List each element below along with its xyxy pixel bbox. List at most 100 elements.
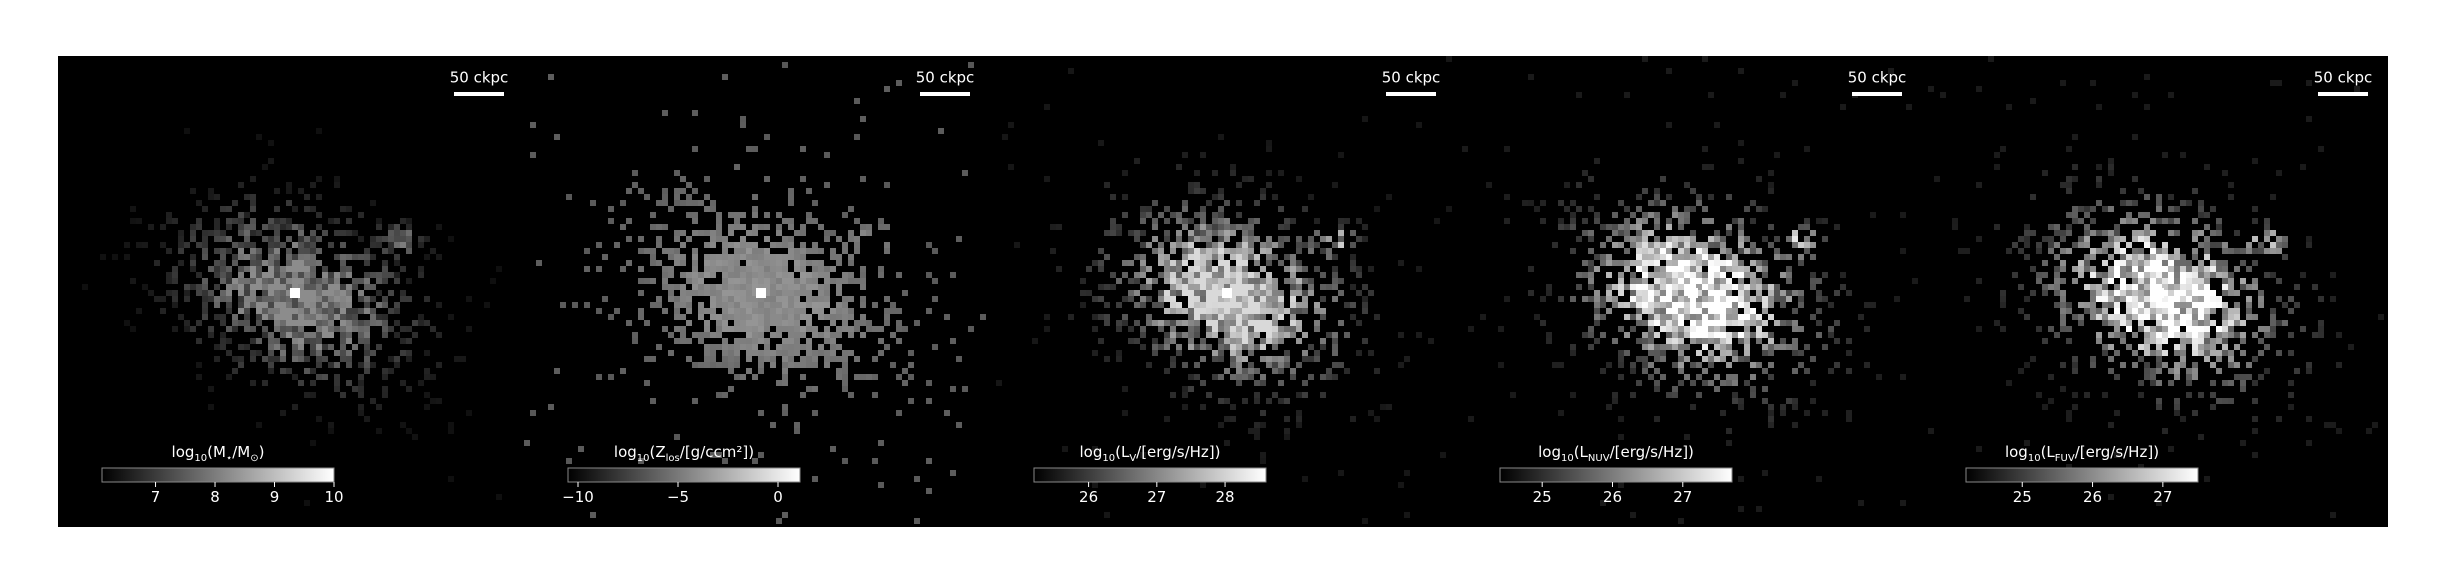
pixel — [722, 458, 728, 464]
pixel — [1636, 290, 1642, 296]
pixel — [1200, 206, 1206, 212]
pixel — [262, 164, 268, 170]
pixel — [2120, 266, 2126, 272]
pixel — [1176, 260, 1182, 266]
pixel — [364, 362, 370, 368]
pixel — [1606, 224, 1612, 230]
pixel — [304, 308, 310, 314]
pixel — [1188, 326, 1194, 332]
pixel — [794, 308, 800, 314]
pixel — [716, 362, 722, 368]
pixel — [812, 248, 818, 254]
pixel — [316, 362, 322, 368]
pixel — [1188, 332, 1194, 338]
pixel — [1642, 308, 1648, 314]
pixel — [842, 458, 848, 464]
pixel — [2150, 380, 2156, 386]
pixel — [1248, 314, 1254, 320]
pixel — [2222, 314, 2228, 320]
pixel — [2252, 260, 2258, 266]
pixel — [2216, 272, 2222, 278]
pixel — [1350, 302, 1356, 308]
pixel — [226, 284, 232, 290]
pixel — [2216, 218, 2222, 224]
pixel — [1398, 362, 1404, 368]
pixel — [680, 242, 686, 248]
label-text: (M — [207, 443, 226, 461]
pixel — [2222, 326, 2228, 332]
pixel — [716, 236, 722, 242]
pixel — [316, 224, 322, 230]
pixel — [178, 230, 184, 236]
pixel — [2132, 230, 2138, 236]
pixel — [2216, 302, 2222, 308]
pixel — [2198, 350, 2204, 356]
pixel — [1678, 338, 1684, 344]
pixel — [196, 242, 202, 248]
pixel — [2156, 326, 2162, 332]
pixel — [1056, 266, 1062, 272]
pixel — [2192, 218, 2198, 224]
pixel — [226, 302, 232, 308]
pixel — [746, 296, 752, 302]
pixel — [704, 344, 710, 350]
pixel — [220, 254, 226, 260]
pixel — [1230, 350, 1236, 356]
pixel — [310, 392, 316, 398]
pixel — [1654, 278, 1660, 284]
pixel — [1296, 410, 1302, 416]
pixel — [1708, 218, 1714, 224]
pixel — [2120, 296, 2126, 302]
pixel — [752, 320, 758, 326]
pixel — [1218, 206, 1224, 212]
pixel — [2168, 230, 2174, 236]
pixel — [202, 230, 208, 236]
pixel — [854, 278, 860, 284]
pixel — [2234, 308, 2240, 314]
pixel — [944, 410, 950, 416]
pixel — [280, 410, 286, 416]
pixel — [202, 284, 208, 290]
pixel — [1206, 344, 1212, 350]
pixel — [1732, 296, 1738, 302]
pixel — [1242, 242, 1248, 248]
pixel — [746, 326, 752, 332]
pixel — [1368, 266, 1374, 272]
pixel — [1690, 404, 1696, 410]
pixel — [2288, 296, 2294, 302]
pixel — [1786, 344, 1792, 350]
pixel — [1720, 290, 1726, 296]
pixel — [1446, 206, 1452, 212]
pixel — [1696, 248, 1702, 254]
pixel — [256, 254, 262, 260]
pixel — [226, 248, 232, 254]
pixel — [2060, 296, 2066, 302]
pixel — [214, 230, 220, 236]
pixel — [806, 320, 812, 326]
pixel — [674, 188, 680, 194]
pixel — [524, 440, 530, 446]
pixel — [1194, 296, 1200, 302]
pixel — [286, 224, 292, 230]
pixel — [788, 314, 794, 320]
pixel — [328, 314, 334, 320]
pixel — [1696, 194, 1702, 200]
pixel — [1008, 122, 1014, 128]
pixel — [1194, 362, 1200, 368]
pixel — [1660, 374, 1666, 380]
pixel — [1146, 284, 1152, 290]
pixel — [2222, 398, 2228, 404]
pixel — [1654, 212, 1660, 218]
pixel — [346, 314, 352, 320]
pixel — [352, 230, 358, 236]
pixel — [1338, 362, 1344, 368]
pixel — [1272, 320, 1278, 326]
colorbar-label: log10(LNUV/[erg/s/Hz]) — [1538, 443, 1694, 464]
pixel — [1672, 302, 1678, 308]
pixel — [758, 332, 764, 338]
pixel — [2150, 290, 2156, 296]
pixel — [2198, 434, 2204, 440]
label-subscript: 10 — [2028, 453, 2041, 464]
pixel — [1822, 296, 1828, 302]
